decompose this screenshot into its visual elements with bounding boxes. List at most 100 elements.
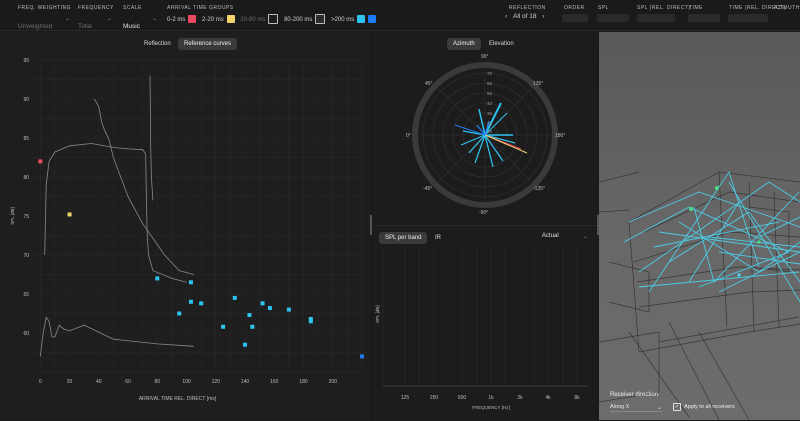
receiver-direction-label: Receiver direction: [610, 392, 659, 398]
freq-tick-label: 500: [458, 395, 467, 401]
spl-mode-value: Actual: [542, 233, 559, 239]
scale-select[interactable]: Music ⌄: [123, 15, 157, 33]
group-label: 2-20 ms: [202, 16, 224, 23]
tab-spl-per-band[interactable]: SPL per band: [379, 232, 428, 244]
reflection-scatter-panel: [0, 32, 370, 420]
group-label: 20-80 ms: [240, 16, 266, 23]
panel-resize-handle[interactable]: [370, 215, 372, 235]
spl-rel-label: SPL (REL. DIRECT): [637, 5, 691, 11]
x-tick-label: 80: [155, 379, 161, 385]
tab-reference-curves[interactable]: Reference curves: [178, 38, 238, 50]
left-tab-bar: Reflection Reference curves: [138, 38, 242, 52]
reflection-value: All of 18: [512, 13, 537, 20]
time-label: TIME: [689, 5, 703, 11]
scale-label: SCALE: [123, 5, 142, 11]
data-point: [199, 301, 204, 306]
panel-resize-handle[interactable]: [597, 215, 599, 235]
order-field[interactable]: [562, 14, 588, 22]
group-80-200ms[interactable]: 80-200 ms: [284, 14, 326, 24]
spl-field[interactable]: [597, 14, 629, 22]
tab-reflection[interactable]: Reflection: [144, 41, 171, 47]
spl-label: SPL: [598, 5, 609, 11]
group-swatch[interactable]: [268, 14, 279, 24]
data-point: [267, 306, 272, 311]
y-tick-label: 70: [23, 253, 29, 259]
tab-ir[interactable]: IR: [435, 235, 441, 241]
freq-tick-label: 4k: [545, 395, 551, 401]
group-swatch[interactable]: [315, 14, 326, 24]
group-swatch[interactable]: [357, 15, 366, 23]
data-point: [243, 342, 248, 347]
chevron-down-icon: ⌄: [656, 405, 662, 411]
tab-elevation[interactable]: Elevation: [489, 41, 514, 47]
y-tick-label: 60: [23, 331, 29, 337]
polar-angle-label: -90°: [479, 210, 488, 216]
y-tick-label: 95: [23, 58, 29, 64]
y-axis-label: SPL [dB]: [10, 207, 15, 225]
receiver-direction-select[interactable]: Along X ⌄: [610, 404, 662, 412]
freq-tick-label: 250: [430, 395, 439, 401]
data-point: [67, 212, 72, 217]
freq-tick-label: 8k: [574, 395, 580, 401]
data-point: [188, 299, 193, 304]
polar-tab-bar: Azimuth Elevation: [447, 38, 527, 52]
chevron-left-icon[interactable]: ‹: [505, 13, 508, 20]
polar-radial-label: 70: [487, 71, 493, 76]
data-point: [188, 280, 193, 285]
group-20-80ms[interactable]: 20-80 ms: [240, 14, 279, 24]
group-swatch[interactable]: [368, 15, 377, 23]
freq-weighting-label: FREQ. WEIGHTING: [18, 5, 72, 11]
time-field[interactable]: [688, 14, 720, 22]
chevron-down-icon: ⌄: [106, 16, 112, 22]
polar-angle-label: -135°: [533, 186, 545, 192]
polar-angle-label: 180°: [555, 133, 565, 139]
group-0-2ms[interactable]: 0-2 ms: [167, 15, 197, 23]
chevron-down-icon: ⌄: [582, 234, 588, 240]
freq-tick-label: 2k: [517, 395, 523, 401]
frequency-value: Total: [78, 23, 92, 30]
polar-radial-label: 30: [487, 111, 493, 116]
group-2-20ms[interactable]: 2-20 ms: [202, 15, 235, 23]
x-axis-label: ARRIVAL TIME REL. DIRECT [ms]: [139, 396, 217, 402]
data-point: [308, 316, 313, 321]
data-point: [247, 313, 252, 318]
reference-curve-mid: [94, 98, 194, 275]
azimuth-label: AZIMUTH: [774, 5, 800, 11]
x-tick-label: 140: [241, 379, 250, 385]
frequency-select[interactable]: Total ⌄: [78, 15, 112, 33]
x-tick-label: 120: [212, 379, 221, 385]
freq-weighting-value: Unweighted: [18, 23, 53, 30]
chevron-right-icon[interactable]: ›: [542, 13, 545, 20]
data-point: [250, 324, 255, 329]
y-tick-label: 90: [23, 97, 29, 103]
scale-value: Music: [123, 23, 140, 30]
spl-rel-field[interactable]: [637, 14, 675, 22]
polar-radial-label: 50: [487, 91, 493, 96]
group-swatch[interactable]: [188, 15, 197, 23]
x-tick-label: 100: [182, 379, 191, 385]
spl-mode-dropdown[interactable]: Actual ⌄: [542, 233, 588, 240]
arrival-groups-legend: 0-2 ms 2-20 ms 20-80 ms 80-200 ms >200 m…: [167, 14, 377, 24]
room-3d-viewport[interactable]: Receiver direction Along X ⌄ ✓ Apply to …: [599, 32, 800, 420]
time-rel-label: TIME (REL. DIRECT): [729, 5, 786, 11]
x-tick-label: 200: [329, 379, 338, 385]
x-tick-label: 160: [270, 379, 279, 385]
polar-radial-label: 60: [487, 81, 493, 86]
freq-weighting-select[interactable]: Unweighted ⌄: [18, 15, 70, 33]
tab-azimuth[interactable]: Azimuth: [447, 38, 481, 50]
polar-radial-label: 20: [487, 121, 493, 126]
x-tick-label: 40: [96, 379, 102, 385]
reflection-label: REFLECTION: [509, 5, 546, 11]
y-tick-label: 80: [23, 175, 29, 181]
data-point: [221, 324, 226, 329]
polar-angle-label: 45°: [425, 81, 433, 87]
room-model-render: [599, 170, 800, 420]
x-tick-label: 60: [125, 379, 131, 385]
freq-tick-label: 125: [401, 395, 410, 401]
group-swatch[interactable]: [226, 15, 235, 23]
time-rel-field[interactable]: [728, 14, 768, 22]
group-over-200ms[interactable]: >200 ms: [331, 15, 377, 23]
data-point: [177, 311, 182, 316]
apply-all-checkbox[interactable]: ✓: [673, 403, 681, 411]
y-tick-label: 65: [23, 292, 29, 298]
